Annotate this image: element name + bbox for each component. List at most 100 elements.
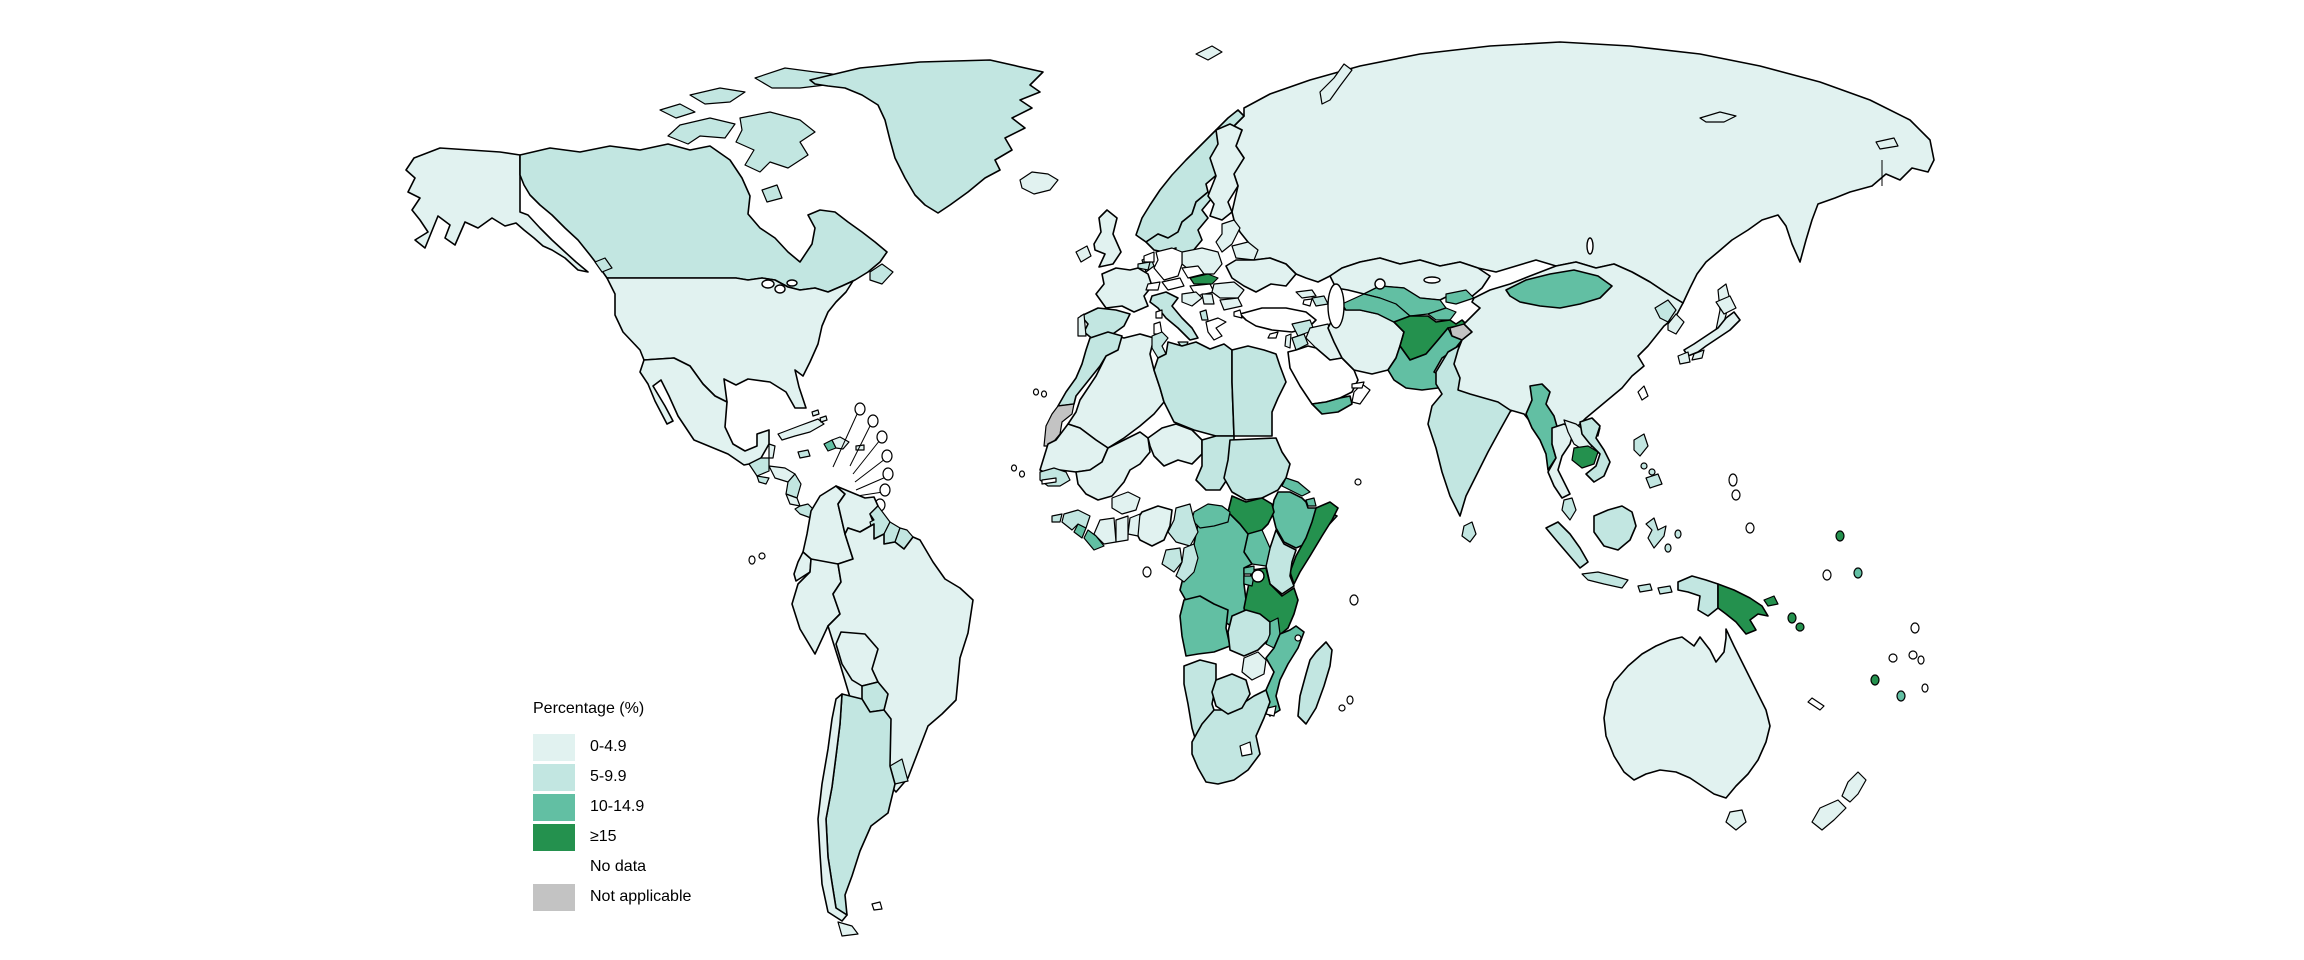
- vanuatu: [1870, 674, 1880, 686]
- country-japan-hokkaido: [1715, 295, 1737, 315]
- europe: [1075, 109, 1297, 354]
- caribbean-islet-6: [879, 483, 891, 497]
- country-romania: [1211, 281, 1245, 299]
- country-netherlands: [1143, 251, 1155, 263]
- country-philippines-visayas-1: [1640, 462, 1648, 470]
- lake-superior: [761, 279, 775, 289]
- pacific-islet-2: [1888, 653, 1898, 663]
- country-eritrea: [1281, 477, 1311, 497]
- leader-line: [849, 423, 872, 467]
- country-tierra-del-fuego: [837, 921, 859, 937]
- country-nicaragua: [785, 473, 802, 499]
- country-canada-arctic-1: [689, 87, 746, 105]
- micronesia-2: [1731, 489, 1741, 501]
- country-canada-baffin: [735, 111, 816, 173]
- galapagos-2: [758, 552, 766, 560]
- country-jamaica: [797, 449, 811, 459]
- country-ghana: [1115, 515, 1129, 543]
- country-australia: [1603, 628, 1771, 799]
- country-morocco: [1057, 331, 1123, 407]
- micronesia-1: [1728, 473, 1738, 487]
- country-canada-vancouver-island: [594, 257, 613, 273]
- country-north-korea: [1654, 299, 1677, 323]
- leader-line: [832, 411, 859, 468]
- country-iceland: [1019, 171, 1059, 195]
- legend: Percentage (%) 0-4.9 5-9.9 10-14.9 ≥15 N…: [533, 700, 691, 912]
- leader-line: [855, 476, 887, 491]
- country-benin-togo: [1127, 513, 1141, 537]
- country-croatia-bosnia: [1181, 291, 1203, 307]
- country-gabon: [1161, 547, 1183, 573]
- fiji: [1896, 690, 1906, 702]
- country-malaysia-peninsula: [1561, 497, 1577, 521]
- country-libya: [1153, 341, 1235, 437]
- country-chile: [817, 693, 848, 922]
- country-egypt: [1231, 345, 1287, 437]
- cape-verde-1: [1010, 464, 1018, 472]
- country-philippines-mindanao: [1645, 473, 1663, 489]
- country-finland: [1207, 123, 1245, 221]
- country-indonesia-lesser-sunda-2: [1657, 585, 1673, 595]
- kiribati: [1835, 530, 1845, 542]
- oceania: [1603, 473, 1929, 831]
- country-uae: [1351, 381, 1365, 389]
- country-philippines-visayas-2: [1648, 468, 1656, 476]
- country-portugal: [1077, 313, 1087, 337]
- country-indonesia-lesser-sunda-1: [1637, 583, 1653, 593]
- country-cambodia: [1571, 445, 1599, 469]
- country-belize: [768, 443, 776, 459]
- country-nigeria: [1133, 505, 1173, 547]
- aral-sea: [1374, 278, 1386, 290]
- lake-victoria: [1251, 569, 1265, 583]
- leader-line: [856, 491, 884, 497]
- country-israel: [1284, 333, 1292, 349]
- country-baltics: [1215, 219, 1241, 253]
- caribbean-islet-5: [882, 467, 894, 481]
- sao-tome: [1142, 566, 1152, 578]
- country-somalia: [1289, 501, 1339, 585]
- caspian-sea: [1327, 283, 1345, 329]
- legend-label: 0-4.9: [590, 738, 627, 755]
- country-canada-southampton: [761, 184, 783, 203]
- legend-swatch-not-applicable: [533, 883, 575, 911]
- country-indonesia-sumatra: [1545, 521, 1589, 569]
- country-angola: [1179, 595, 1231, 657]
- country-jordan: [1291, 333, 1309, 351]
- country-corsica: [1155, 309, 1163, 319]
- country-burkina-faso: [1111, 491, 1141, 515]
- nauru: [1822, 569, 1832, 581]
- legend-swatch-ge15: [533, 823, 575, 851]
- country-slovakia: [1189, 273, 1219, 285]
- leader-line: [854, 458, 886, 483]
- legend-title: Percentage (%): [533, 700, 645, 717]
- country-novaya-zemlya: [1319, 63, 1353, 105]
- tuvalu: [1853, 567, 1863, 579]
- canary-1: [1032, 388, 1040, 396]
- legend-label: Not applicable: [590, 888, 692, 905]
- country-belgium: [1137, 261, 1151, 271]
- caribbean-islet-4: [881, 449, 893, 463]
- country-ukraine: [1225, 257, 1297, 293]
- country-saudi-arabia: [1287, 345, 1359, 405]
- country-mongolia: [1505, 269, 1613, 309]
- country-yemen: [1311, 395, 1353, 415]
- country-tunisia: [1151, 331, 1169, 359]
- legend-row: 5-9.9: [533, 762, 691, 792]
- country-burundi: [1243, 575, 1255, 587]
- south-america: [748, 485, 974, 937]
- legend-label: 5-9.9: [590, 768, 627, 785]
- country-canada-arctic-2: [659, 103, 696, 119]
- legend-label: 10-14.9: [590, 798, 645, 815]
- galapagos-1: [748, 555, 756, 565]
- country-tasmania: [1725, 809, 1747, 831]
- caribbean-islet-2: [867, 414, 879, 428]
- east-se-asia: [1453, 261, 1741, 595]
- new-siberian-islands: [1699, 111, 1737, 123]
- solomon-islands-1: [1787, 612, 1797, 624]
- country-france: [1095, 267, 1153, 313]
- country-el-salvador: [756, 475, 770, 485]
- comoros: [1294, 634, 1302, 642]
- country-bahamas-2: [819, 415, 828, 423]
